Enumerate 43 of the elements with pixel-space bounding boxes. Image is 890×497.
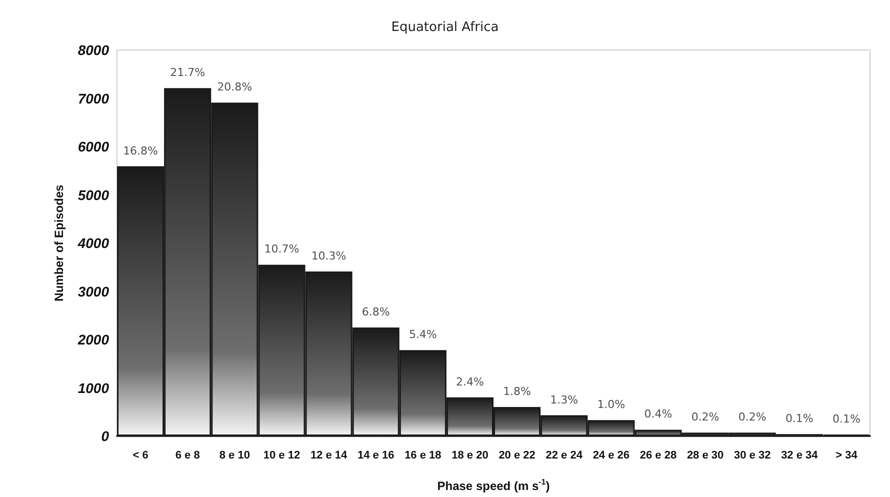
chart-title: Equatorial Africa	[391, 20, 499, 35]
x-tick-label: 18 e 20	[452, 450, 488, 462]
annotation: 5.4%	[408, 328, 437, 342]
y-tick-label: 2000	[76, 332, 110, 348]
x-tick-label: 20 e 22	[498, 450, 536, 462]
x-tick-label: 24 e 26	[592, 450, 630, 462]
x-tick-label: 10 e 12	[263, 450, 300, 462]
x-tick-label: 6 e 8	[175, 450, 200, 462]
x-tick-label: 30 e 32	[734, 450, 771, 462]
annotation: 0.4%	[644, 408, 672, 421]
annotation: 0.1%	[832, 412, 860, 426]
annotation: 10.7%	[264, 242, 300, 256]
annotation: 0.2%	[691, 410, 720, 424]
x-tick-label: 14 e 16	[357, 450, 394, 462]
y-tick-label: 3000	[78, 283, 110, 300]
y-tick-label: 6000	[78, 138, 110, 154]
annotation: 6.8%	[362, 305, 390, 318]
annotation: 20.8%	[217, 80, 252, 94]
annotation: 0.1%	[785, 412, 814, 426]
annotation: 1.8%	[503, 385, 532, 398]
annotation: 16.8%	[123, 144, 158, 158]
x-tick-label: 8 e 10	[219, 450, 250, 462]
annotation: 1.0%	[597, 398, 626, 412]
y-tick-label: 4000	[76, 235, 110, 251]
x-tick-label: > 34	[836, 450, 858, 462]
y-tick-label: 8000	[78, 42, 110, 58]
y-tick-label: 1000	[78, 380, 110, 396]
x-tick-label: 12 e 14	[310, 450, 348, 462]
x-tick-label: < 6	[132, 450, 148, 462]
x-tick-label: 22 e 24	[546, 450, 584, 462]
x-tick-label: 28 e 30	[686, 450, 724, 462]
annotation: 2.4%	[456, 375, 484, 388]
annotation: 10.3%	[311, 249, 346, 262]
y-axis-title: Number of Episodes	[52, 184, 66, 302]
annotation: 1.3%	[550, 393, 578, 406]
x-tick-label: 32 e 34	[781, 450, 819, 462]
x-tick-label: 16 e 18	[404, 450, 442, 462]
y-tick-label: 7000	[78, 90, 110, 106]
x-tick-label: 26 e 28	[640, 450, 677, 462]
annotation: 21.7%	[170, 66, 206, 80]
annotation: 0.2%	[738, 410, 766, 424]
y-tick-label: 0	[101, 428, 110, 444]
y-tick-label: 5000	[78, 186, 110, 203]
